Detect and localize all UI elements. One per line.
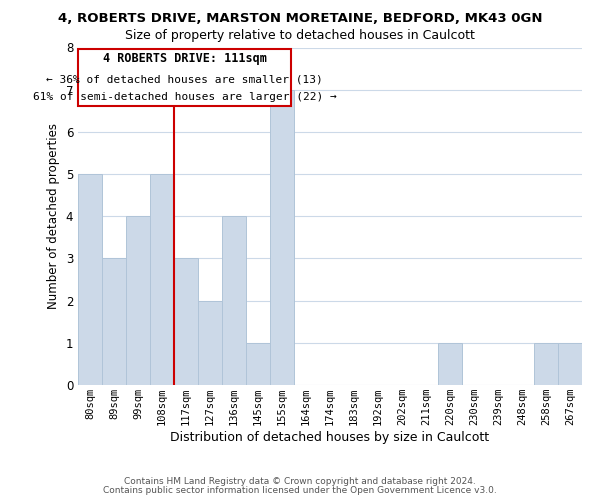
FancyBboxPatch shape [79, 49, 291, 106]
Text: 4 ROBERTS DRIVE: 111sqm: 4 ROBERTS DRIVE: 111sqm [103, 52, 266, 64]
Bar [438, 343, 462, 385]
Bar [534, 343, 558, 385]
Y-axis label: Number of detached properties: Number of detached properties [47, 123, 60, 309]
Text: ← 36% of detached houses are smaller (13): ← 36% of detached houses are smaller (13… [46, 74, 323, 84]
Text: Contains HM Land Registry data © Crown copyright and database right 2024.: Contains HM Land Registry data © Crown c… [124, 478, 476, 486]
Bar [222, 216, 246, 385]
Bar [126, 216, 150, 385]
Text: Size of property relative to detached houses in Caulcott: Size of property relative to detached ho… [125, 29, 475, 42]
Bar [102, 258, 126, 385]
Bar [78, 174, 102, 385]
Bar [246, 343, 270, 385]
Bar [198, 300, 222, 385]
Bar [270, 90, 294, 385]
X-axis label: Distribution of detached houses by size in Caulcott: Distribution of detached houses by size … [170, 431, 490, 444]
Bar [174, 258, 198, 385]
Bar [558, 343, 582, 385]
Bar [150, 174, 174, 385]
Text: 4, ROBERTS DRIVE, MARSTON MORETAINE, BEDFORD, MK43 0GN: 4, ROBERTS DRIVE, MARSTON MORETAINE, BED… [58, 12, 542, 26]
Text: 61% of semi-detached houses are larger (22) →: 61% of semi-detached houses are larger (… [33, 92, 337, 102]
Text: Contains public sector information licensed under the Open Government Licence v3: Contains public sector information licen… [103, 486, 497, 495]
